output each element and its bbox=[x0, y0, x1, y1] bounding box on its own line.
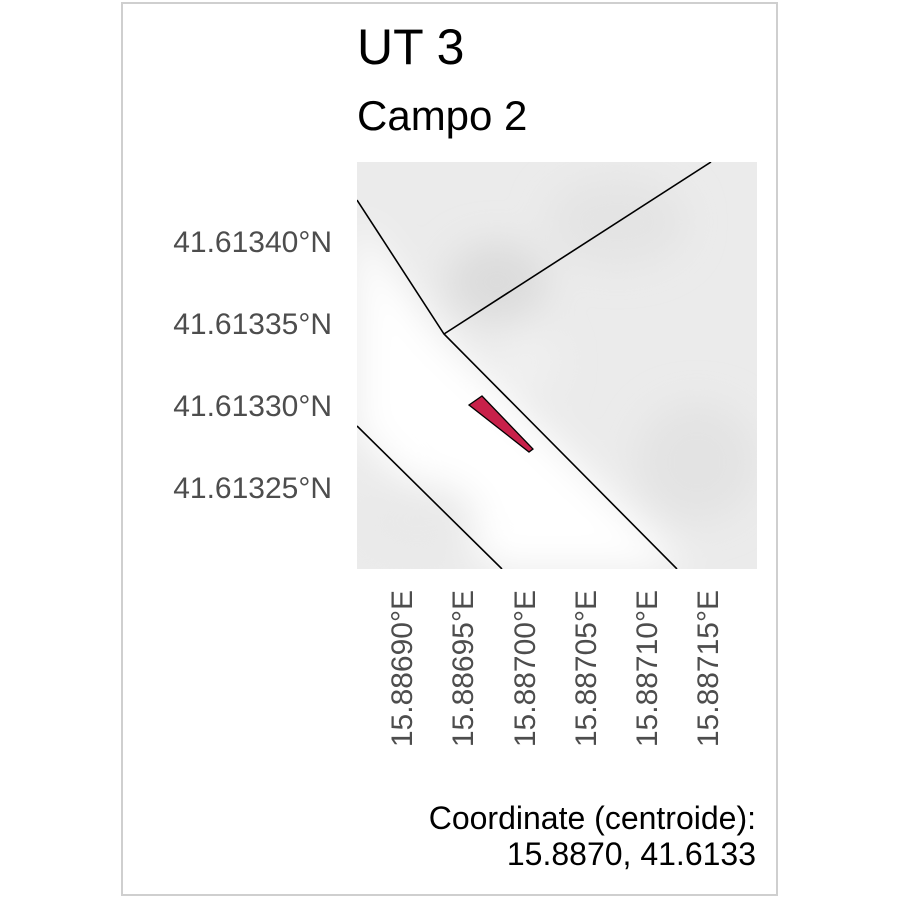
lat-tick-label: 41.61330°N bbox=[173, 390, 332, 423]
lon-tick-label: 15.88715°E bbox=[692, 590, 725, 748]
lon-tick-label: 15.88710°E bbox=[631, 590, 664, 748]
page-subtitle: Campo 2 bbox=[357, 92, 528, 139]
lon-tick: 15.88705°E bbox=[570, 590, 604, 780]
page-title: UT 3 bbox=[357, 19, 465, 75]
lon-tick-label: 15.88705°E bbox=[570, 590, 603, 748]
lon-tick: 15.88690°E bbox=[386, 590, 420, 780]
lon-tick-label: 15.88695°E bbox=[447, 590, 480, 748]
lon-tick: 15.88715°E bbox=[692, 590, 726, 780]
lon-tick-label: 15.88700°E bbox=[509, 590, 542, 748]
centroid-label: Coordinate (centroide): bbox=[428, 800, 756, 836]
centroid-value: 15.8870, 41.6133 bbox=[506, 836, 756, 872]
lon-tick: 15.88710°E bbox=[631, 590, 665, 780]
lat-tick-label: 41.61335°N bbox=[173, 308, 332, 341]
lon-tick: 15.88700°E bbox=[509, 590, 543, 780]
lat-tick-label: 41.61325°N bbox=[173, 472, 332, 505]
parcel-boundary-upper-right bbox=[443, 162, 712, 335]
lon-tick: 15.88695°E bbox=[447, 590, 481, 780]
centroid-coordinates: Coordinate (centroide): 15.8870, 41.6133 bbox=[429, 800, 756, 872]
map-canvas[interactable] bbox=[357, 162, 757, 569]
highlighted-parcel[interactable] bbox=[467, 395, 534, 453]
parcel-boundary-lower-left bbox=[357, 425, 503, 569]
lat-tick-label: 41.61340°N bbox=[173, 226, 332, 259]
lon-tick-label: 15.88690°E bbox=[386, 590, 419, 748]
